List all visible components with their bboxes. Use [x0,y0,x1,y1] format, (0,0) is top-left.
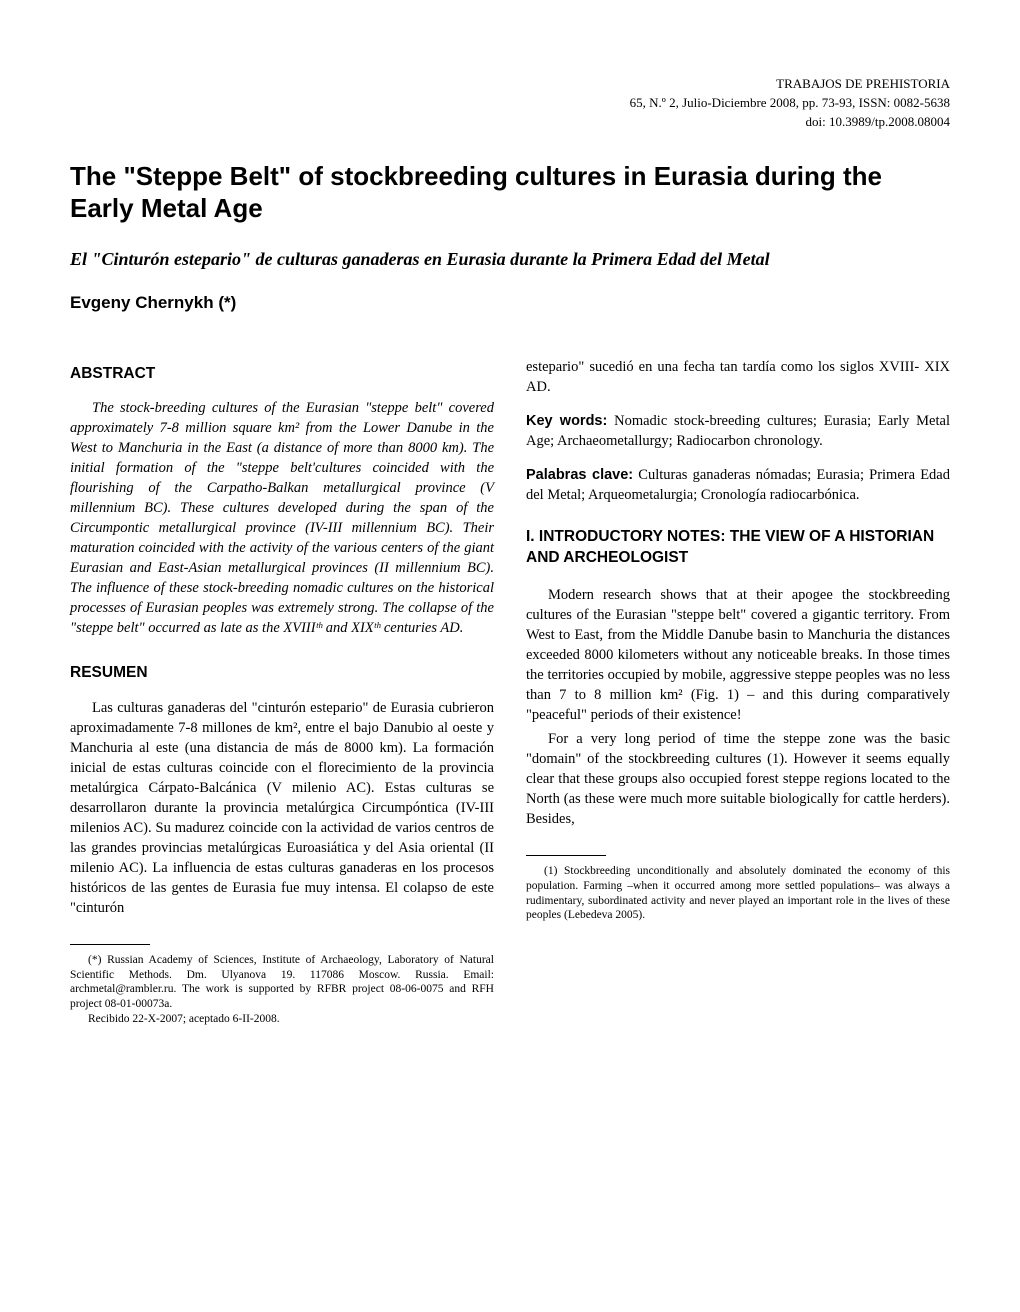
keywords-spanish: Palabras clave: Culturas ganaderas nómad… [526,465,950,505]
section-1-heading: I. INTRODUCTORY NOTES: THE VIEW OF A HIS… [526,527,950,569]
author-name: Evgeny Chernykh (*) [70,293,950,313]
journal-name: TRABAJOS DE PREHISTORIA [70,75,950,94]
abstract-heading: ABSTRACT [70,363,494,384]
doi-line: doi: 10.3989/tp.2008.08004 [70,113,950,132]
right-column: estepario" sucedió en una fecha tan tard… [526,357,950,1027]
keywords-english: Key words: Nomadic stock-breeding cultur… [526,411,950,451]
footnote-1: (1) Stockbreeding unconditionally and ab… [526,864,950,924]
footnote-separator [70,944,150,945]
abstract-text: The stock-breeding cultures of the Euras… [70,398,494,638]
two-column-layout: ABSTRACT The stock-breeding cultures of … [70,357,950,1027]
keywords-en-label: Key words: [526,413,607,429]
issue-line: 65, N.º 2, Julio-Diciembre 2008, pp. 73-… [70,94,950,113]
body-paragraph-1: Modern research shows that at their apog… [526,585,950,725]
affiliation-footnote: (*) Russian Academy of Sciences, Institu… [70,953,494,1013]
resumen-text: Las culturas ganaderas del "cinturón est… [70,698,494,918]
footnote-separator-right [526,855,606,856]
article-title: The "Steppe Belt" of stockbreeding cultu… [70,160,950,225]
keywords-es-label: Palabras clave: [526,467,633,483]
left-column: ABSTRACT The stock-breeding cultures of … [70,357,494,1027]
article-subtitle: El "Cinturón estepario" de culturas gana… [70,247,950,271]
resumen-continuation: estepario" sucedió en una fecha tan tard… [526,357,950,397]
body-paragraph-2: For a very long period of time the stepp… [526,729,950,829]
resumen-heading: RESUMEN [70,662,494,683]
journal-header: TRABAJOS DE PREHISTORIA 65, N.º 2, Julio… [70,75,950,132]
received-footnote: Recibido 22-X-2007; aceptado 6-II-2008. [70,1012,494,1027]
